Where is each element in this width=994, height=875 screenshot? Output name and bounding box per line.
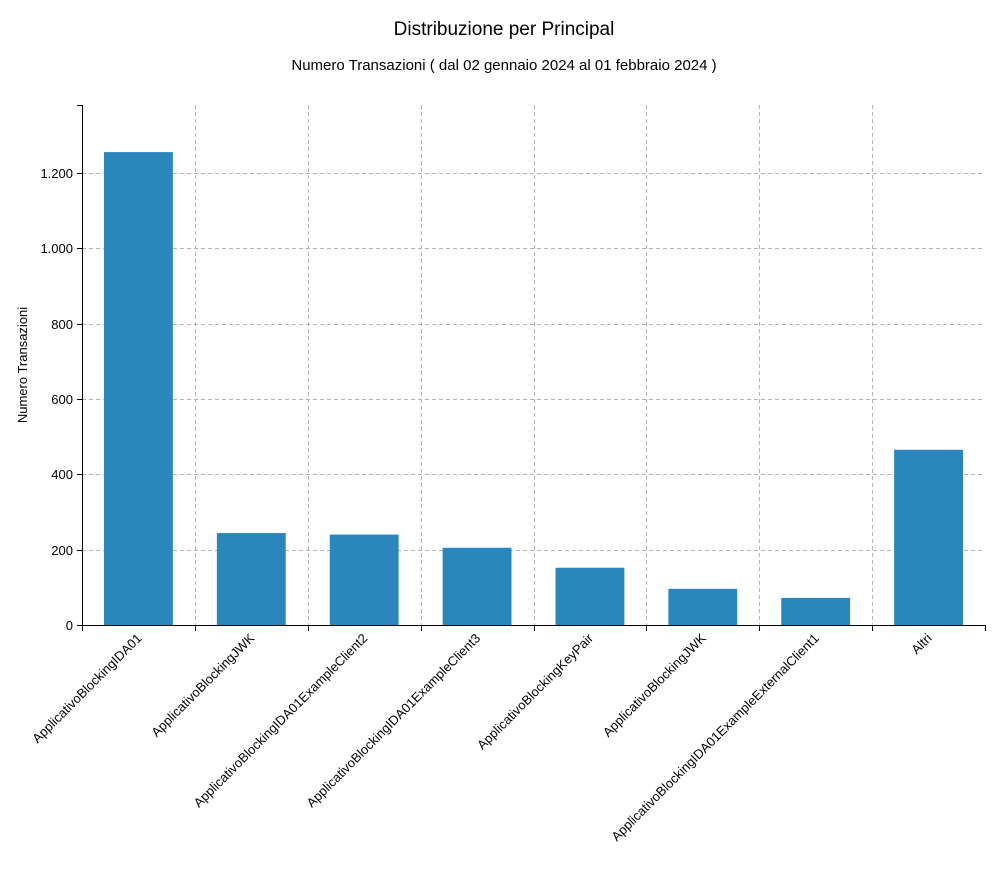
y-tick-label: 800: [51, 317, 73, 332]
y-ticks: 0 200 400 600 800 1.000 1.200: [40, 166, 82, 633]
bar: [104, 152, 173, 626]
y-tick-label: 600: [51, 392, 73, 407]
y-axis-label: Numero Transazioni: [15, 307, 30, 423]
bar: [894, 449, 963, 625]
bar: [781, 597, 851, 625]
y-tick-label: 0: [66, 618, 73, 633]
y-tick-label: 1.200: [40, 166, 73, 181]
y-tick-label: 1.000: [40, 241, 73, 256]
grid: [82, 105, 985, 625]
bar: [216, 533, 286, 625]
bars: [104, 152, 963, 626]
y-tick-label: 200: [51, 543, 73, 558]
x-tick-label: Altri: [908, 630, 935, 657]
x-tick-label: ApplicativoBlockingIDA01ExampleClient2: [191, 631, 371, 811]
x-tick-label: ApplicativoBlockingJWK: [148, 630, 257, 739]
axes: [77, 105, 985, 626]
x-tick-label: ApplicativoBlockingIDA01ExampleClient3: [303, 631, 483, 811]
y-tick-label: 400: [51, 467, 73, 482]
x-tick-label: ApplicativoBlockingIDA01ExampleExternalC…: [608, 631, 821, 844]
chart-subtitle: Numero Transazioni ( dal 02 gennaio 2024…: [291, 57, 716, 74]
bar: [442, 547, 512, 625]
x-tick-label: ApplicativoBlockingIDA01: [29, 631, 144, 746]
x-tick-label: ApplicativoBlockingKeyPair: [474, 630, 596, 752]
bar: [668, 588, 738, 625]
chart-title: Distribuzione per Principal: [394, 19, 615, 40]
bar: [329, 534, 399, 625]
bar: [555, 567, 625, 625]
x-tick-label: ApplicativoBlockingJWK: [600, 630, 709, 739]
x-ticks: ApplicativoBlockingIDA01 ApplicativoBlock…: [29, 625, 986, 844]
